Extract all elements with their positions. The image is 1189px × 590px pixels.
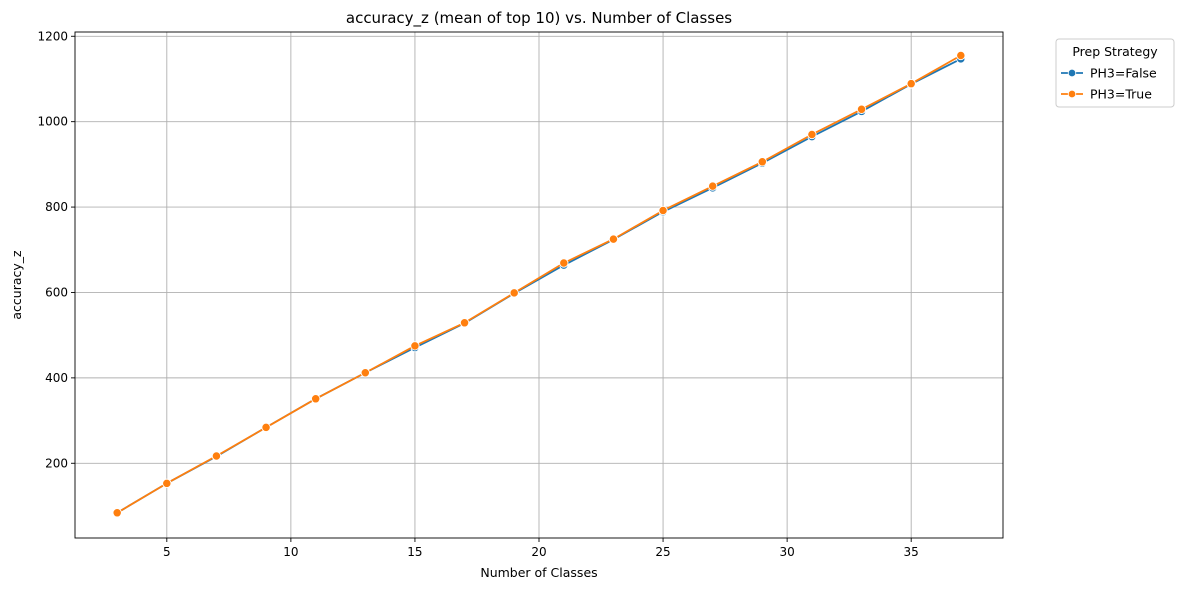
x-tick-label: 20 — [531, 545, 546, 559]
series-layer — [112, 50, 966, 518]
x-tick-label: 30 — [779, 545, 794, 559]
legend-swatch-marker — [1067, 68, 1077, 78]
legend: Prep Strategy PH3=False PH3=True — [1055, 38, 1175, 108]
legend-frame — [1055, 38, 1175, 108]
series-2 — [112, 50, 966, 518]
data-point — [658, 205, 668, 216]
data-point — [509, 288, 519, 298]
x-tick-label: 10 — [283, 545, 298, 559]
data-point — [211, 451, 222, 461]
legend-label: PH3=False — [1090, 66, 1157, 81]
data-point — [459, 318, 470, 328]
x-axis-label: Number of Classes — [480, 565, 597, 580]
data-point — [856, 104, 867, 114]
y-tick-label: 800 — [45, 200, 68, 214]
data-point — [311, 394, 321, 404]
x-tick-label: 35 — [904, 545, 919, 559]
grid — [75, 32, 1003, 538]
data-point — [112, 508, 122, 518]
legend-items: PH3=False PH3=True — [1061, 66, 1157, 102]
y-tick-label: 200 — [45, 456, 68, 470]
y-tick-label: 1200 — [37, 29, 68, 43]
data-point — [360, 368, 370, 378]
y-axis-label: accuracy_z — [9, 250, 24, 320]
legend-swatch-marker — [1067, 89, 1077, 99]
data-point — [956, 50, 966, 61]
x-tick-label: 25 — [655, 545, 670, 559]
chart-title: accuracy_z (mean of top 10) vs. Number o… — [346, 9, 732, 28]
y-axis-ticks: 200 400 600 800 1000 1200 — [37, 29, 75, 470]
data-point — [410, 341, 420, 351]
data-point — [559, 258, 569, 268]
legend-title: Prep Strategy — [1072, 44, 1158, 59]
x-axis-ticks: 5 10 15 20 25 30 35 — [163, 538, 919, 559]
data-point — [708, 181, 718, 191]
data-point — [906, 79, 916, 89]
series-line — [116, 54, 962, 514]
data-point — [807, 129, 817, 140]
y-tick-label: 1000 — [37, 115, 68, 129]
x-tick-label: 15 — [407, 545, 422, 559]
data-point — [757, 157, 767, 167]
y-tick-label: 400 — [45, 371, 68, 385]
legend-label: PH3=True — [1090, 87, 1152, 102]
x-tick-label: 5 — [163, 545, 171, 559]
data-point — [261, 422, 271, 433]
y-tick-label: 600 — [45, 285, 68, 299]
data-point — [162, 478, 172, 488]
data-point — [608, 234, 619, 244]
